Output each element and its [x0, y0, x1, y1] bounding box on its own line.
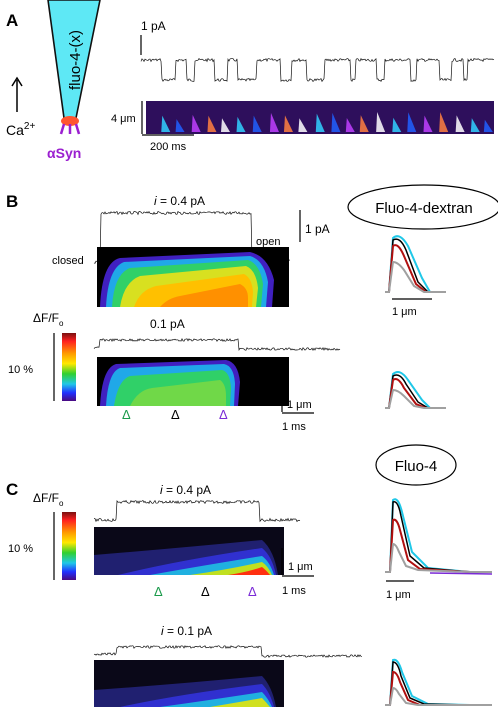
- spark: [439, 112, 449, 132]
- profile-scale-label-b: 1 μm: [392, 306, 417, 318]
- spatial-profile-b-bottom: [385, 371, 446, 409]
- spark: [221, 118, 231, 132]
- fluorescence-blob-b-top: [100, 252, 274, 307]
- panel-label-b: B: [6, 192, 18, 211]
- single-channel-trace-a: [140, 57, 495, 83]
- spark: [161, 115, 171, 132]
- spark: [283, 115, 293, 132]
- open-label: open: [256, 236, 280, 248]
- alpha-synuclein-pore: [59, 123, 81, 135]
- percent-label-c: 10 %: [8, 543, 33, 555]
- fluorescence-blob-b-bottom: [100, 360, 240, 406]
- marker-black-b: Δ: [171, 407, 180, 422]
- calcium-label: Ca2+: [6, 121, 35, 138]
- marker-green-b: Δ: [122, 407, 131, 422]
- marker-purple-c: Δ: [248, 584, 257, 599]
- fluorescence-blob-c-top: [94, 540, 278, 575]
- current-label-c-bottom: i = 0.1 pA: [161, 624, 212, 638]
- current-label-c-top: i = 0.4 pA: [160, 483, 211, 497]
- spatial-profile-c-bottom: [385, 658, 492, 706]
- percent-label-b: 10 %: [8, 364, 33, 376]
- time-scale-label-a: 200 ms: [150, 141, 187, 153]
- spark: [298, 118, 308, 132]
- dye-oval-b: [347, 184, 498, 230]
- spark: [207, 115, 217, 132]
- current-scale-label-a: 1 pA: [141, 19, 166, 33]
- dye-label-c: Fluo-4: [395, 458, 438, 475]
- length-scale-label-c: 1 μm: [288, 561, 313, 573]
- length-scale-label-a: 4 μm: [111, 113, 136, 125]
- pipette-dye-label: fluo-4-(x): [67, 30, 84, 90]
- colorbar-c: [62, 512, 76, 580]
- dye-label-b: Fluo-4-dextran: [375, 200, 473, 217]
- calcium-sparks-a: [161, 112, 493, 132]
- spark: [269, 112, 279, 132]
- length-scale-label-b: 1 μm: [287, 399, 312, 411]
- spark: [331, 112, 341, 132]
- spark: [359, 115, 369, 132]
- panel-label-a: A: [6, 11, 18, 30]
- spark: [376, 112, 386, 132]
- spark: [483, 119, 493, 132]
- dff-label-b: ΔF/Fo: [33, 311, 64, 328]
- spark: [345, 118, 355, 132]
- panel-label-c: C: [6, 480, 18, 499]
- dff-label-c: ΔF/Fo: [33, 491, 64, 508]
- spark: [470, 118, 480, 132]
- arrow-head-icon: [11, 76, 23, 87]
- marker-purple-b: Δ: [219, 407, 228, 422]
- spark: [252, 115, 262, 132]
- current-trace-c-top: [94, 499, 301, 523]
- spark: [315, 113, 325, 132]
- dye-oval-c: [375, 444, 457, 486]
- current-label-b-bottom: 0.1 pA: [150, 317, 185, 331]
- alpha-syn-label: αSyn: [47, 145, 81, 161]
- spark: [455, 115, 465, 132]
- spark: [407, 112, 417, 132]
- profile-scale-label-c: 1 μm: [386, 589, 411, 601]
- spatial-profile-b-top: [385, 235, 446, 293]
- calcium-source: [61, 116, 79, 126]
- time-scale-label-b: 1 ms: [282, 421, 306, 433]
- spatial-profile-c-top: [385, 498, 493, 575]
- spark: [423, 115, 433, 132]
- spark: [191, 114, 201, 132]
- current-scale-label-b: 1 pA: [305, 222, 330, 236]
- spark: [392, 117, 402, 132]
- time-scale-label-c: 1 ms: [282, 585, 306, 597]
- current-label-b-top: i = 0.4 pA: [154, 194, 205, 208]
- colorbar-b: [62, 333, 76, 401]
- fluorescence-blob-c-bottom: [94, 676, 276, 707]
- current-trace-c-bottom: [93, 645, 362, 658]
- spark: [175, 119, 185, 132]
- marker-green-c: Δ: [154, 584, 163, 599]
- current-trace-b-bottom: [93, 337, 341, 351]
- closed-label: closed: [52, 255, 84, 267]
- marker-black-c: Δ: [201, 584, 210, 599]
- spark: [236, 116, 246, 132]
